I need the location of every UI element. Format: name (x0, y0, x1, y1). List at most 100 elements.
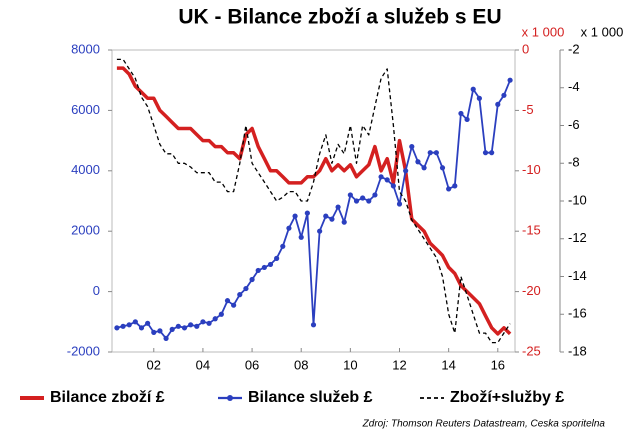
series-point (138, 325, 145, 331)
series-point (482, 150, 489, 156)
series-point (157, 328, 163, 334)
series-point (433, 150, 439, 156)
series-point (237, 292, 243, 298)
series-point (267, 261, 274, 268)
series-point (372, 192, 378, 198)
y2-tick-label: -5 (522, 102, 534, 117)
series-point (188, 322, 194, 328)
plot-frame (111, 49, 516, 353)
series-point (310, 322, 317, 328)
x-tick-label: 16 (491, 357, 505, 372)
y2-tick-label: -10 (522, 162, 541, 177)
series-line (116, 66, 512, 336)
y-tick-label: 4000 (71, 162, 100, 177)
y3-tick-label: -8 (568, 155, 580, 170)
y2-tick-label: -15 (522, 223, 541, 238)
y-tick-label: 8000 (71, 41, 100, 56)
series-point (274, 255, 280, 261)
series-point (384, 177, 390, 183)
series-point (218, 311, 224, 317)
series-point (403, 168, 409, 174)
series-point (317, 228, 323, 234)
series-point (206, 320, 212, 326)
series-point (132, 319, 138, 325)
series-point (495, 101, 501, 107)
series-point (507, 77, 513, 83)
series-point (390, 183, 396, 189)
series-point (169, 326, 175, 332)
series-point (126, 322, 132, 328)
series-point (501, 92, 507, 98)
series-point (151, 329, 157, 335)
series-point (249, 276, 255, 283)
legend-label: Zboží+služby £ (450, 389, 564, 406)
y3-tick-label: -2 (568, 41, 580, 56)
series-point (427, 150, 433, 156)
y-tick-label: 2000 (71, 223, 100, 238)
series-point (255, 267, 261, 274)
series-point (421, 165, 427, 171)
legend-label: Bilance služeb £ (248, 389, 373, 406)
x-tick-label: 10 (343, 357, 357, 372)
series-point (347, 192, 353, 198)
series-point (446, 186, 452, 192)
y3-tick-label: -12 (568, 230, 587, 245)
source: Zdroj: Thomson Reuters Datastream, Ceska… (362, 419, 606, 430)
y-tick-label: 0 (93, 283, 100, 298)
series-point (200, 319, 206, 325)
y2-axis-label: x 1 000 (522, 24, 565, 39)
series-point (145, 320, 151, 326)
series-point (378, 174, 384, 180)
series-point (231, 302, 237, 308)
y2-tick-label: -25 (522, 343, 541, 358)
series-point (194, 323, 200, 329)
series-point (329, 216, 335, 222)
x-tick-label: 14 (441, 357, 455, 372)
series-point (341, 219, 347, 225)
x-tick-label: 08 (294, 357, 308, 372)
chart-title: UK - Bilance zboží a služeb s EU (178, 6, 501, 29)
y3-axis-label: x 1 000 (581, 24, 624, 39)
series-line (116, 58, 511, 344)
series-point (292, 213, 298, 219)
series-point (224, 298, 231, 304)
series-point (335, 204, 341, 210)
series-point (464, 116, 470, 123)
series-point (280, 243, 286, 249)
y2-tick-label: 0 (522, 41, 529, 56)
series-point (439, 165, 446, 171)
series-point (304, 210, 310, 216)
y3-tick-label: -10 (568, 192, 587, 207)
series-point (212, 316, 218, 322)
y-tick-label: 6000 (71, 102, 100, 117)
series-point (489, 150, 495, 156)
series-point (323, 213, 329, 219)
series-point (120, 323, 126, 329)
series-point (175, 323, 181, 329)
series-point (415, 159, 421, 165)
y3-tick-label: -18 (568, 343, 587, 358)
series-point (353, 198, 360, 204)
series-point (470, 86, 476, 92)
x-tick-label: 04 (196, 357, 210, 372)
series-point (181, 325, 188, 331)
series-line (116, 79, 511, 340)
y2-tick-label: -20 (522, 283, 541, 298)
series-point (476, 95, 482, 101)
series-point (114, 325, 120, 331)
series-point (458, 110, 464, 117)
legend-marker (227, 395, 233, 401)
series-point (286, 225, 292, 231)
x-tick-label: 12 (392, 357, 406, 372)
y3-tick-label: -14 (568, 268, 587, 283)
series-point (396, 201, 403, 207)
y3-tick-label: -4 (568, 79, 580, 94)
y-tick-label: -2000 (67, 343, 100, 358)
series-point (163, 335, 169, 342)
series-point (360, 195, 366, 201)
series-point (366, 198, 372, 204)
x-tick-label: 06 (245, 357, 259, 372)
legend-label: Bilance zboží £ (50, 389, 165, 406)
series-point (409, 144, 415, 150)
